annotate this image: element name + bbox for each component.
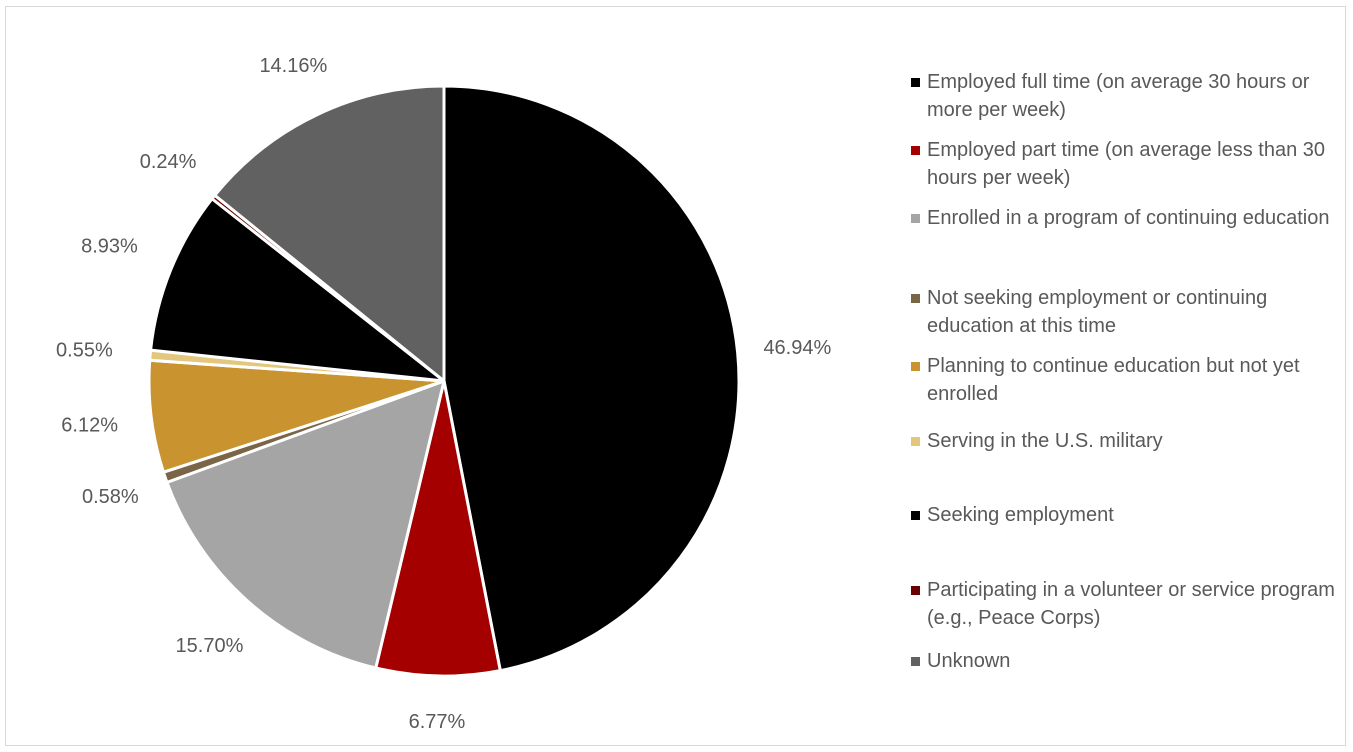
legend-swatch	[911, 437, 920, 446]
data-label: 14.16%	[259, 55, 327, 77]
pie-slice	[374, 379, 502, 678]
data-label: 0.58%	[82, 486, 139, 508]
legend-label: Serving in the U.S. military	[927, 430, 1163, 452]
legend-label: Planning to continue education but not y…	[927, 355, 1300, 405]
data-label: 8.93%	[81, 235, 138, 257]
legend-swatch	[911, 362, 920, 371]
legend-swatch	[911, 294, 920, 303]
pie-slice	[213, 84, 446, 383]
data-label: 0.24%	[140, 151, 197, 173]
data-label: 0.55%	[56, 339, 113, 361]
data-label: 6.12%	[61, 414, 118, 436]
data-label: 15.70%	[176, 635, 244, 657]
legend-swatch	[911, 146, 920, 155]
legend-swatch	[911, 586, 920, 595]
legend-label: Participating in a volunteer or service …	[927, 579, 1335, 629]
legend-label: Employed part time (on average less than…	[927, 139, 1325, 189]
legend-label: Seeking employment	[927, 504, 1114, 526]
pie-slice	[149, 197, 446, 383]
data-label: 46.94%	[763, 337, 831, 359]
legend-swatch	[911, 511, 920, 520]
legend-label: Unknown	[927, 650, 1011, 672]
legend-label: Employed full time (on average 30 hours …	[927, 71, 1310, 121]
legend-label: Enrolled in a program of continuing educ…	[927, 207, 1330, 229]
pie-slice	[442, 84, 741, 673]
legend-label: Not seeking employment or continuing edu…	[927, 287, 1268, 337]
pie-slice	[165, 379, 446, 670]
legend-swatch	[911, 214, 920, 223]
legend-swatch	[911, 78, 920, 87]
data-label: 6.77%	[409, 711, 466, 733]
legend-swatch	[911, 657, 920, 666]
